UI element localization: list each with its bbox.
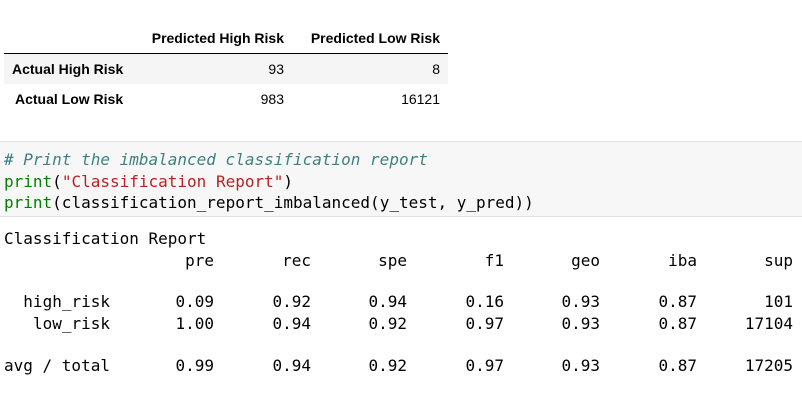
report-total-cell: 0.92 [368,356,407,375]
report-column-header: sup [764,251,793,270]
report-total-cell: 0.87 [658,356,697,375]
report-total-cell: 0.93 [561,356,600,375]
table-row: Actual High Risk 93 8 [4,53,448,84]
table-cell: 983 [260,91,284,107]
report-cell: 0.93 [561,292,600,311]
code-line-print-report: print(classification_report_imbalanced(y… [4,192,534,213]
report-column-header: geo [571,251,600,270]
table-cell: 16121 [401,91,440,107]
table-header-row: Predicted High Risk Predicted Low Risk [4,24,448,54]
table-corner-cell [4,24,132,54]
report-column-header: spe [378,251,407,270]
code-cell-editor[interactable]: # Print the imbalanced classification re… [0,141,802,217]
report-cell: 0.16 [465,292,504,311]
report-cell: 0.09 [175,292,214,311]
report-cell: 0.87 [658,314,697,333]
code-builtin: print [4,193,53,212]
code-paren: ) [283,172,294,191]
report-cell: 17104 [744,314,793,333]
row-label: Actual Low Risk [15,91,124,107]
report-row-label: low_risk [32,314,110,333]
report-cell: 101 [764,292,793,311]
report-column-header: pre [185,251,214,270]
report-cell: 0.92 [368,314,407,333]
report-total-cell: 0.99 [175,356,214,375]
report-total-cell: 0.94 [272,356,311,375]
report-row-label: high_risk [23,292,110,311]
report-column-header: iba [668,251,697,270]
report-total-cell: 17205 [744,356,793,375]
report-cell: 0.94 [368,292,407,311]
report-total-cell: 0.97 [465,356,504,375]
report-cell: 0.93 [561,314,600,333]
code-paren: ( [52,172,62,191]
code-line-print-title: print("Classification Report") [4,171,293,192]
report-cell: 0.94 [272,314,311,333]
report-column-header: rec [282,251,311,270]
row-label: Actual High Risk [12,61,124,77]
table-cell: 8 [432,61,440,77]
report-total-label: avg / total [4,356,110,375]
code-comment: # Print the imbalanced classification re… [4,150,428,169]
report-cell: 0.87 [658,292,697,311]
code-builtin: print [4,172,53,191]
report-title: Classification Report [4,229,207,248]
table-cell: 93 [268,61,284,77]
code-call: (classification_report_imbalanced(y_test… [52,193,534,212]
report-cell: 0.92 [272,292,311,311]
table-row: Actual Low Risk 983 16121 [4,84,448,114]
report-cell: 0.97 [465,314,504,333]
report-cell: 1.00 [175,314,214,333]
confusion-matrix-table: Predicted High Risk Predicted Low Risk A… [4,24,448,114]
code-string: "Classification Report" [61,172,284,191]
report-column-header: f1 [484,251,504,270]
code-line-comment: # Print the imbalanced classification re… [4,149,428,170]
column-header: Predicted Low Risk [292,24,448,54]
column-header: Predicted High Risk [132,24,292,54]
